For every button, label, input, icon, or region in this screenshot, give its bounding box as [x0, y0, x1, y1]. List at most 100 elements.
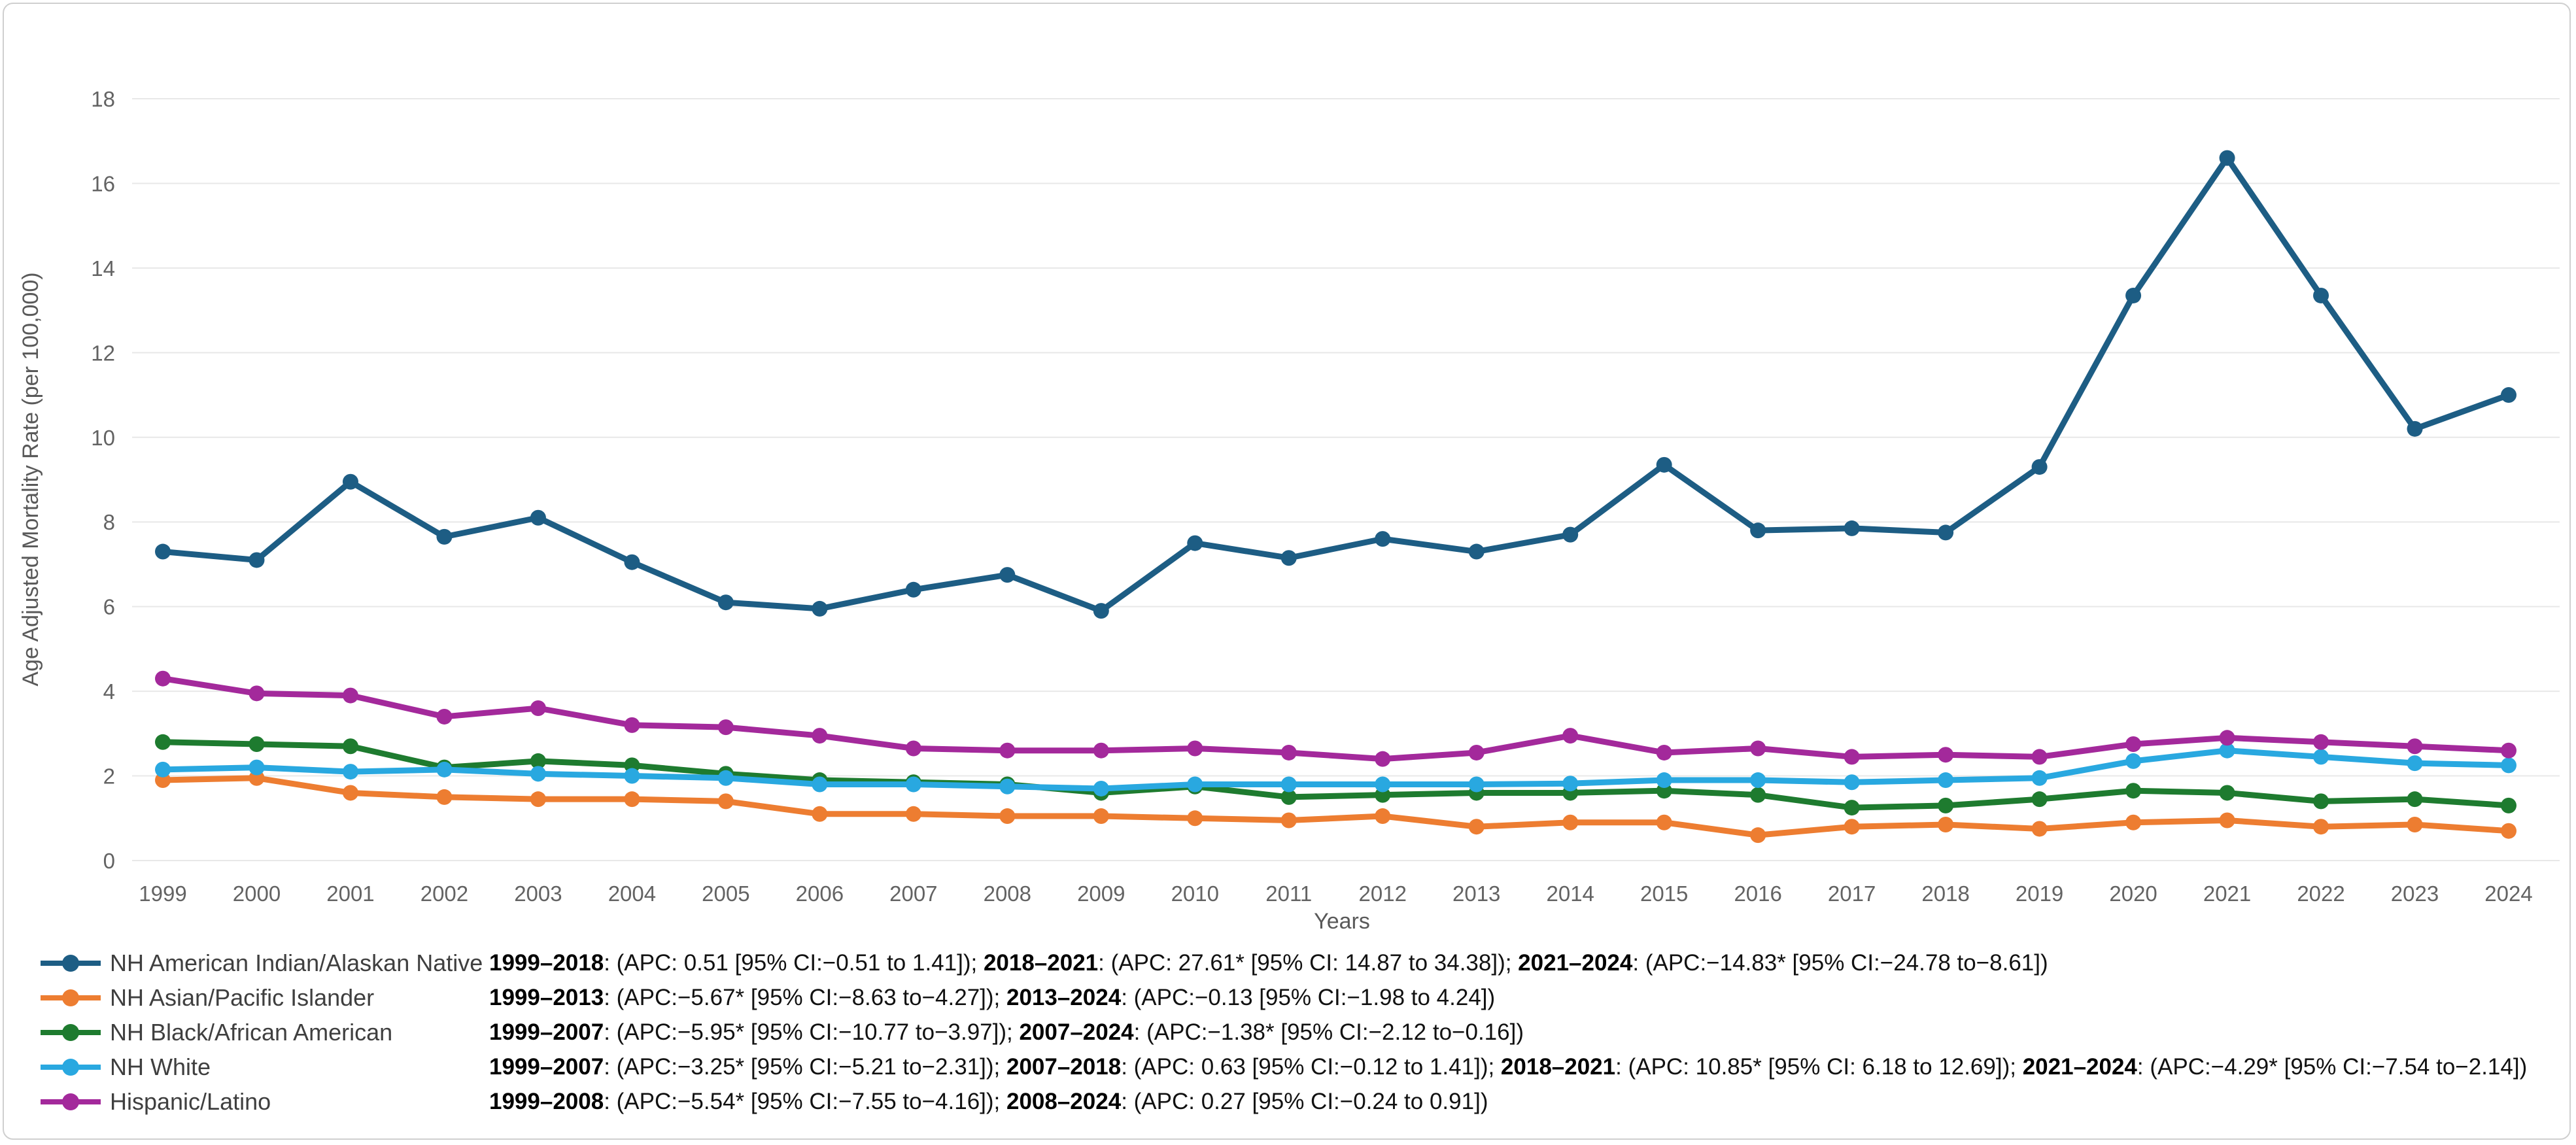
line-chart: 0 2 4 6 8 10 12 14 16 18 1999 2000 2001 2002 2003 2004… [18, 87, 2560, 934]
x-tick-label: 2002 [421, 881, 468, 906]
data-point [530, 753, 546, 769]
x-tick-label: 2014 [1546, 881, 1594, 906]
data-point [155, 543, 171, 560]
data-point [2313, 287, 2329, 303]
data-point [1562, 814, 1579, 830]
series-line-3 [160, 747, 2512, 792]
data-point [1093, 603, 1109, 619]
apc-period: 2007–2018 [1006, 1054, 1122, 1080]
y-tick-label: 10 [91, 426, 115, 450]
data-point [999, 778, 1016, 795]
data-point [2219, 742, 2235, 759]
data-point [1187, 810, 1203, 827]
data-point [249, 685, 265, 702]
apc-detail: : (APC: 0.63 [95% CI:−0.12 to 1.41]); [1121, 1054, 1501, 1080]
x-tick-label: 2007 [889, 881, 937, 906]
y-tick-label: 4 [103, 679, 115, 704]
data-point [1468, 543, 1485, 560]
data-point [624, 554, 640, 570]
apc-period: 2021–2024 [1518, 950, 1633, 976]
data-point [249, 759, 265, 776]
data-point [2031, 821, 2048, 837]
data-point [1093, 780, 1109, 796]
data-point [1938, 797, 1954, 813]
data-point [624, 717, 640, 733]
legend-row: NH Black/African American 1999–2007: (APC… [41, 1015, 2558, 1050]
data-point [2501, 797, 2516, 813]
data-point [2031, 791, 2048, 808]
apc-annotation: 1999–2007: (APC:−3.25* [95% CI:−5.21 to−… [489, 1050, 2558, 1084]
data-point [624, 791, 640, 808]
data-point [530, 791, 546, 808]
data-point [812, 806, 828, 822]
data-point [2219, 812, 2235, 829]
apc-period: 1999–2007 [489, 1019, 604, 1045]
data-point [2313, 749, 2329, 765]
data-point [342, 785, 358, 801]
x-tick-label: 2024 [2484, 881, 2532, 906]
legend-marker-icon [41, 1084, 101, 1119]
y-tick-label: 14 [91, 256, 115, 281]
data-point [2125, 736, 2142, 753]
data-point [155, 761, 171, 778]
data-point [1750, 740, 1766, 757]
data-point [1280, 776, 1297, 793]
legend-dot [62, 955, 79, 972]
apc-period: 1999–2007 [489, 1054, 604, 1080]
x-tick-label: 2020 [2109, 881, 2157, 906]
data-point [1656, 744, 1672, 760]
x-tick-label: 2004 [608, 881, 656, 906]
apc-annotation: 1999–2013: (APC:−5.67* [95% CI:−8.63 to−… [489, 980, 2558, 1015]
x-tick-label: 2022 [2297, 881, 2344, 906]
legend-dot [62, 989, 79, 1006]
series-layer [155, 150, 2516, 844]
apc-period: 1999–2018 [489, 950, 604, 976]
gridlines [132, 98, 2560, 861]
data-point [717, 770, 734, 786]
x-tick-label: 2001 [326, 881, 374, 906]
data-point [1750, 827, 1766, 844]
data-point [1468, 819, 1485, 835]
data-point [530, 509, 546, 526]
data-point [436, 789, 453, 805]
apc-detail: : (APC: 10.85* [95% CI: 6.18 to 12.69]); [1615, 1054, 2023, 1080]
legend-dot [62, 1059, 79, 1076]
data-point [1280, 550, 1297, 566]
y-axis-title: Age Adjusted Mortality Rate (per 100,000… [18, 272, 43, 686]
series-line-4 [160, 675, 2512, 762]
chart-card: 0 2 4 6 8 10 12 14 16 18 1999 2000 2001 2002 2003 2004… [3, 3, 2571, 1140]
y-tick-label: 0 [103, 849, 115, 873]
apc-annotation: 1999–2018: (APC: 0.51 [95% CI:−0.51 to 1… [489, 946, 2558, 980]
apc-period: 2007–2024 [1019, 1019, 1134, 1045]
apc-detail: : (APC:−1.38* [95% CI:−2.12 to−0.16]) [1133, 1019, 1524, 1045]
data-point [1750, 787, 1766, 803]
x-axis-tick-labels: 1999 2000 2001 2002 2003 2004 2005 2006 2007 2008… [139, 881, 2532, 906]
data-point [1093, 742, 1109, 759]
data-point [530, 700, 546, 716]
x-axis-title: Years [1314, 909, 1370, 934]
data-point [905, 740, 921, 757]
apc-detail: : (APC:−5.95* [95% CI:−10.77 to−3.97]); [604, 1019, 1020, 1045]
legend: NH American Indian/Alaskan Native 1999–20… [41, 946, 2558, 1119]
data-point [1562, 526, 1579, 543]
apc-period: 2018–2021 [1500, 1054, 1616, 1080]
data-point [1750, 772, 1766, 789]
apc-detail: : (APC: 0.51 [95% CI:−0.51 to 1.41]); [604, 950, 984, 976]
legend-label: Hispanic/Latino [110, 1088, 271, 1115]
x-tick-label: 2008 [984, 881, 1031, 906]
apc-detail: : (APC:−0.13 [95% CI:−1.98 to 4.24]) [1121, 985, 1496, 1010]
y-tick-label: 12 [91, 341, 115, 365]
apc-period: 2021–2024 [2022, 1054, 2137, 1080]
y-tick-label: 2 [103, 764, 115, 789]
data-point [1844, 749, 1860, 765]
data-point [2313, 793, 2329, 810]
data-point [1280, 744, 1297, 760]
data-point [2125, 753, 2142, 769]
data-point [2125, 783, 2142, 799]
data-point [436, 528, 453, 545]
data-point [2219, 730, 2235, 746]
series-line-0 [160, 155, 2512, 614]
apc-annotation: 1999–2008: (APC:−5.54* [95% CI:−7.55 to−… [489, 1084, 2558, 1119]
data-point [999, 742, 1016, 759]
x-tick-label: 2012 [1359, 881, 1407, 906]
